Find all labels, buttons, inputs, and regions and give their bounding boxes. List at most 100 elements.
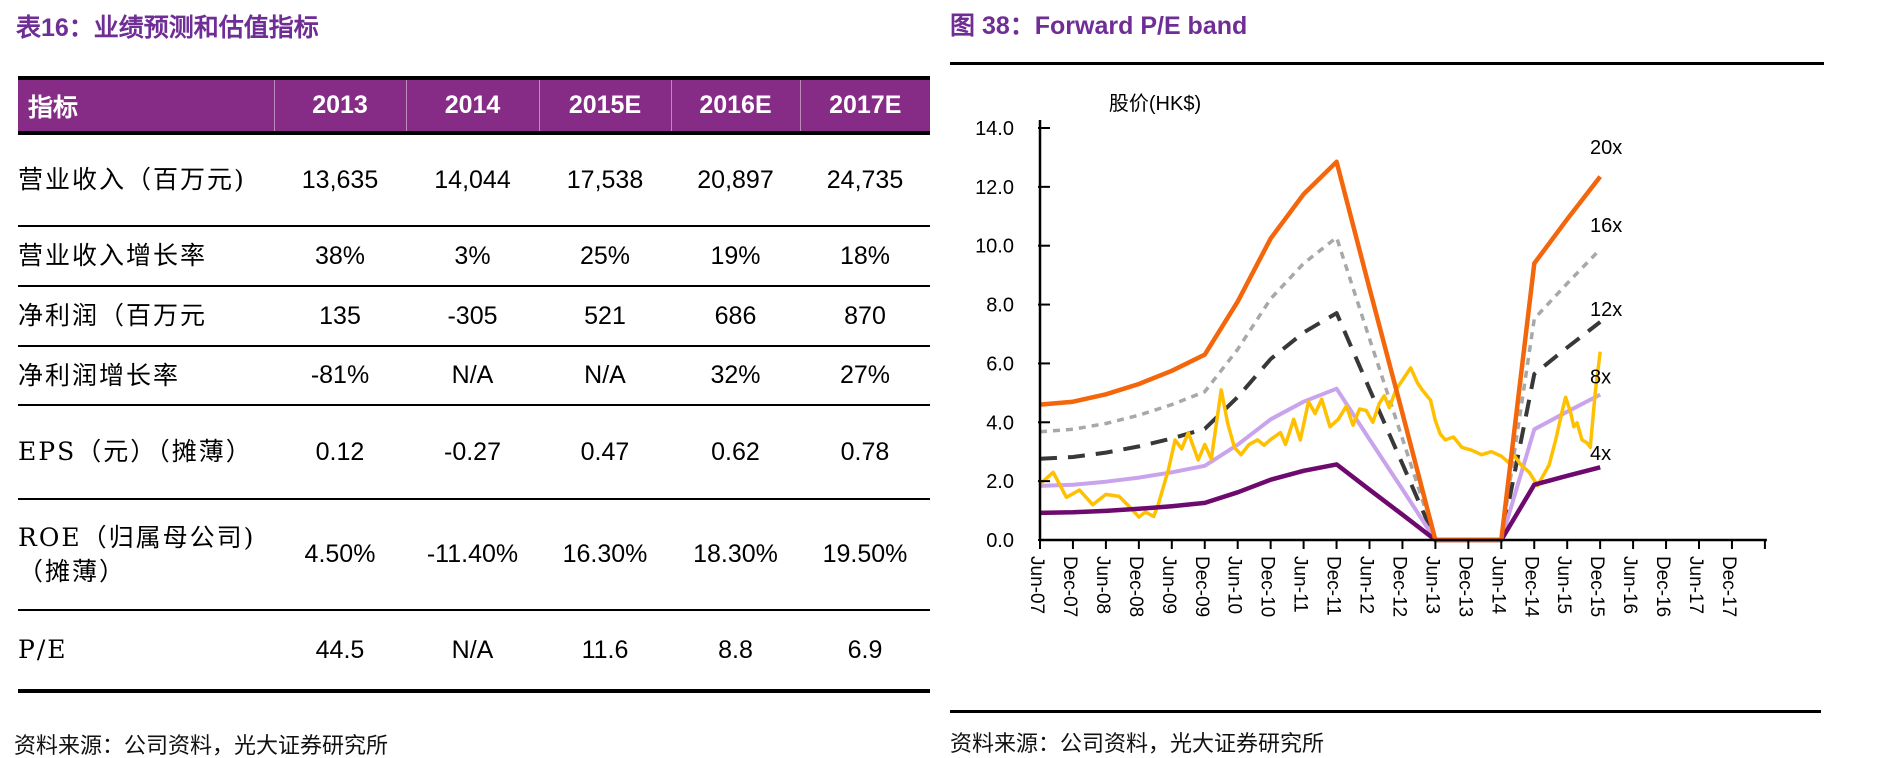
row-label: 营业收入（百万元) bbox=[18, 165, 246, 195]
table-row: 净利润（百万元 135 -305 521 686 870 bbox=[18, 286, 930, 346]
x-tick-label: Jun-12 bbox=[1356, 556, 1377, 614]
cell-value: 0.62 bbox=[711, 437, 760, 466]
column-header-2016E: 2016E bbox=[670, 80, 800, 135]
cell-value: 18% bbox=[839, 241, 891, 270]
x-tick-label: Dec-09 bbox=[1191, 556, 1212, 617]
cell-value: -11.40% bbox=[426, 540, 519, 568]
band-20x-line bbox=[1039, 159, 1602, 543]
y-tick-label: 4.0 bbox=[986, 412, 1014, 434]
x-tick-label: Dec-16 bbox=[1652, 556, 1673, 617]
pe-band-chart-svg: 14.0 12.0 10.0 8.0 6.0 4.0 2.0 0.0 Jun-07 Dec-07 J… bbox=[975, 93, 1767, 618]
cell-value: 13,635 bbox=[301, 165, 379, 194]
band-label-8x: 8x bbox=[1590, 367, 1611, 389]
cell-value: 4.50% bbox=[304, 540, 376, 568]
cell-value: 16.30% bbox=[562, 540, 648, 568]
row-label: EPS（元）（摊薄） bbox=[18, 437, 253, 467]
cell-value: 0.47 bbox=[580, 437, 630, 466]
y-tick-label: 6.0 bbox=[986, 353, 1014, 375]
column-header-metric: 指标 bbox=[18, 80, 274, 135]
source-note-right: 资料来源：公司资料，光大证券研究所 bbox=[950, 731, 1325, 756]
row-label: ROE（归属母公司)（摊薄） bbox=[18, 522, 256, 586]
cell-value: -0.27 bbox=[444, 437, 501, 466]
cell-value: 0.12 bbox=[315, 437, 365, 466]
band-label-16x: 16x bbox=[1590, 215, 1622, 237]
x-tick-label: Jun-09 bbox=[1158, 556, 1179, 614]
forecast-valuation-table: 指标 2013 2014 2015E 2016E 2017E 营业收入（百万元) 13,63… bbox=[18, 76, 930, 693]
x-tick-label: Dec-12 bbox=[1388, 556, 1409, 617]
cell-value: N/A bbox=[451, 635, 494, 664]
row-label: 净利润（百万元 bbox=[18, 301, 208, 331]
table-row: ROE（归属母公司)（摊薄） 4.50% -11.40% 16.30% 18.30% 19… bbox=[18, 499, 930, 610]
x-tick-label: Jun-10 bbox=[1224, 556, 1245, 614]
y-tick-label: 12.0 bbox=[975, 177, 1014, 199]
x-tick-label: Jun-11 bbox=[1290, 556, 1311, 613]
y-axis-title: 股价(HK$) bbox=[1109, 93, 1201, 115]
cell-value: 6.9 bbox=[847, 635, 883, 664]
cell-value: 521 bbox=[584, 301, 626, 330]
y-tick-label: 10.0 bbox=[975, 236, 1014, 258]
row-label: 净利润增长率 bbox=[18, 360, 181, 390]
cell-value: 0.78 bbox=[840, 437, 890, 466]
x-tick-label: Jun-08 bbox=[1092, 556, 1113, 614]
x-tick-label: Dec-15 bbox=[1586, 556, 1607, 617]
cell-value: 18.30% bbox=[693, 540, 778, 568]
cell-value: 686 bbox=[714, 301, 757, 330]
x-tick-label: Dec-17 bbox=[1718, 556, 1739, 617]
x-tick-label: Dec-11 bbox=[1323, 556, 1344, 616]
chart-title: 图 38：Forward P/E band bbox=[950, 12, 1248, 40]
cell-value: 24,735 bbox=[826, 165, 904, 194]
cell-value: 135 bbox=[319, 301, 361, 330]
y-tick-label: 8.0 bbox=[986, 295, 1014, 317]
cell-value: 32% bbox=[710, 361, 761, 389]
table-row: 营业收入（百万元) 13,635 14,044 17,538 20,897 24,735 bbox=[18, 133, 930, 226]
x-tick-label: Jun-07 bbox=[1026, 556, 1047, 614]
table-row: EPS（元）（摊薄） 0.12 -0.27 0.47 0.62 0.78 bbox=[18, 405, 930, 499]
cell-value: 17,538 bbox=[566, 165, 644, 194]
table-row: 营业收入增长率 38% 3% 25% 19% 18% bbox=[18, 226, 930, 286]
cell-value: 38% bbox=[314, 241, 366, 270]
x-tick-label: Jun-13 bbox=[1421, 556, 1442, 614]
band-4x-line bbox=[1039, 462, 1601, 543]
column-header-2014: 2014 bbox=[405, 80, 539, 135]
cell-value: 19.50% bbox=[822, 540, 908, 568]
band-label-12x: 12x bbox=[1590, 299, 1622, 321]
table-title: 表16：业绩预测和估值指标 bbox=[16, 14, 319, 42]
cell-value: 11.6 bbox=[581, 635, 629, 664]
y-tick-label: 2.0 bbox=[986, 471, 1014, 493]
x-tick-label: Jun-16 bbox=[1619, 556, 1640, 614]
chart-bottom-divider bbox=[950, 710, 1821, 713]
cell-value: 44.5 bbox=[315, 635, 365, 664]
band-8x-line bbox=[1039, 386, 1602, 542]
x-tick-label: Dec-08 bbox=[1125, 556, 1146, 617]
band-label-20x: 20x bbox=[1590, 137, 1622, 159]
band-label-4x: 4x bbox=[1590, 443, 1611, 465]
cell-value: 27% bbox=[839, 361, 891, 389]
stock-price-line bbox=[1038, 351, 1602, 519]
cell-value: 19% bbox=[710, 241, 761, 270]
x-tick-label: Dec-13 bbox=[1454, 556, 1475, 617]
x-tick-label: Jun-14 bbox=[1487, 556, 1508, 615]
source-note-left: 资料来源：公司资料，光大证券研究所 bbox=[14, 733, 389, 758]
table-row: 净利润增长率 -81% N/A N/A 32% 27% bbox=[18, 346, 930, 405]
x-tick-label: Jun-17 bbox=[1685, 556, 1706, 614]
cell-value: -81% bbox=[310, 361, 370, 389]
cell-value: 25% bbox=[579, 241, 631, 270]
y-tick-label: 0.0 bbox=[986, 530, 1014, 552]
row-label: 营业收入增长率 bbox=[18, 241, 208, 271]
cell-value: 8.8 bbox=[718, 635, 753, 664]
cell-value: N/A bbox=[584, 361, 626, 389]
x-tick-label: Dec-10 bbox=[1257, 556, 1278, 617]
y-tick-label: 14.0 bbox=[975, 118, 1014, 140]
x-tick-label: Jun-15 bbox=[1553, 556, 1574, 614]
cell-value: 14,044 bbox=[434, 165, 511, 194]
table-row: P/E 44.5 N/A 11.6 8.8 6.9 bbox=[18, 610, 930, 691]
table-header: 指标 2013 2014 2015E 2016E 2017E bbox=[18, 80, 930, 135]
column-header-2017E: 2017E bbox=[799, 80, 930, 135]
x-tick-label: Dec-07 bbox=[1059, 556, 1080, 617]
row-label: P/E bbox=[18, 635, 68, 665]
cell-value: 3% bbox=[454, 241, 491, 270]
column-header-2013: 2013 bbox=[273, 80, 406, 135]
cell-value: 870 bbox=[844, 301, 886, 330]
pe-band-chart: 14.0 12.0 10.0 8.0 6.0 4.0 2.0 0.0 Jun-07 Dec-07 J… bbox=[950, 72, 1840, 682]
